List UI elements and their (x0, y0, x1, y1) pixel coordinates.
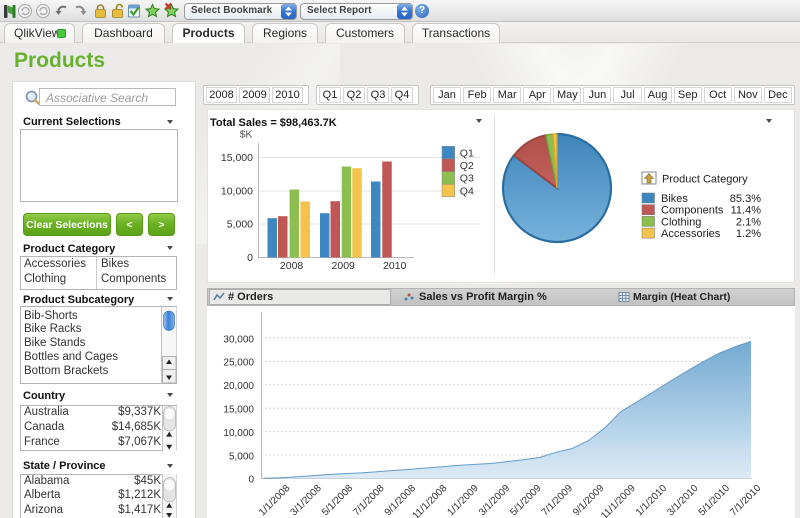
svg-text:2010: 2010 (383, 260, 407, 272)
svg-text:3/1/2010: 3/1/2010 (665, 483, 701, 518)
svg-text:7/1/2010: 7/1/2010 (728, 483, 764, 518)
svg-text:Q3: Q3 (460, 173, 474, 185)
svg-text:30,000: 30,000 (223, 334, 254, 345)
svg-text:Accessories: Accessories (661, 228, 721, 240)
svg-text:11/1/2008: 11/1/2008 (411, 483, 450, 518)
svg-text:0: 0 (247, 252, 253, 264)
svg-text:7/1/2009: 7/1/2009 (540, 483, 576, 518)
svg-text:15,000: 15,000 (221, 152, 253, 164)
svg-text:3/1/2008: 3/1/2008 (289, 483, 325, 518)
svg-text:$K: $K (240, 129, 253, 141)
svg-text:5/1/2008: 5/1/2008 (320, 483, 356, 518)
svg-text:Q2: Q2 (460, 160, 474, 172)
svg-text:1.2%: 1.2% (736, 228, 761, 240)
svg-text:11.4%: 11.4% (731, 205, 762, 217)
svg-text:Product Category: Product Category (662, 174, 748, 186)
svg-text:7/1/2008: 7/1/2008 (351, 483, 387, 518)
svg-text:5/1/2009: 5/1/2009 (508, 483, 544, 518)
svg-text:Q4: Q4 (460, 185, 474, 197)
svg-text:5/1/2010: 5/1/2010 (697, 483, 733, 518)
svg-text:10,000: 10,000 (223, 428, 254, 439)
svg-text:25,000: 25,000 (223, 358, 254, 369)
svg-text:Bikes: Bikes (661, 193, 688, 205)
svg-text:5,000: 5,000 (229, 451, 254, 462)
svg-text:2008: 2008 (280, 260, 304, 272)
svg-text:3/1/2009: 3/1/2009 (477, 483, 513, 518)
svg-text:1/1/2008: 1/1/2008 (257, 483, 293, 518)
svg-text:5,000: 5,000 (227, 219, 253, 231)
svg-text:Components: Components (661, 205, 724, 217)
svg-text:1/1/2010: 1/1/2010 (634, 483, 670, 518)
svg-text:11/1/2009: 11/1/2009 (599, 483, 638, 518)
svg-text:Clothing: Clothing (661, 216, 701, 228)
svg-text:1/1/2009: 1/1/2009 (446, 483, 482, 518)
svg-text:0: 0 (248, 474, 254, 485)
svg-text:85.3%: 85.3% (730, 193, 761, 205)
svg-text:20,000: 20,000 (223, 381, 254, 392)
svg-text:15,000: 15,000 (223, 405, 254, 416)
svg-text:2009: 2009 (332, 260, 356, 272)
svg-text:2.1%: 2.1% (736, 216, 761, 228)
svg-text:Q1: Q1 (460, 147, 474, 159)
svg-text:10,000: 10,000 (221, 186, 253, 198)
